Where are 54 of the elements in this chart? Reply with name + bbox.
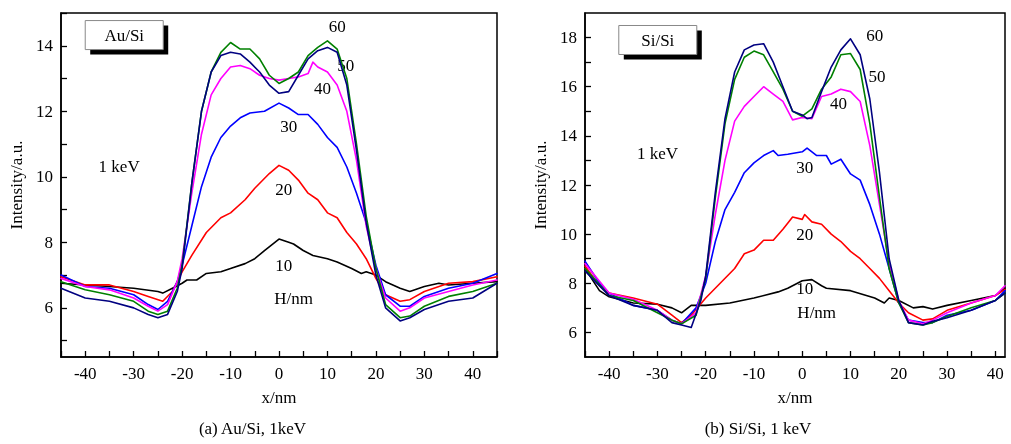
x-tick-label: -40 (597, 364, 621, 383)
x-tick-label: 20 (890, 364, 908, 383)
x-tick-label: 10 (842, 364, 860, 383)
y-tick-label: 12 (36, 101, 53, 121)
series-label: 10 (275, 255, 293, 275)
x-tick-label: -20 (170, 364, 194, 383)
y-tick-label: 14 (36, 36, 54, 56)
y-tick-label: 14 (560, 126, 578, 146)
x-tick-label: -10 (742, 364, 766, 383)
x-tick-label: 0 (797, 364, 807, 383)
text: (b) Si/Si, 1 keV (704, 419, 813, 438)
annotation: 1 keV (98, 157, 141, 177)
y-tick-label: 6 (44, 298, 53, 318)
series-label: 40 (829, 94, 847, 114)
x-tick-label: -20 (694, 364, 718, 383)
annotation: Si/Si (641, 30, 675, 50)
series-label: 20 (796, 224, 814, 244)
annotation: 1 keV (636, 143, 679, 163)
x-tick-label: -10 (219, 364, 242, 383)
y-tick-label: 8 (568, 273, 577, 293)
x-tick-label: 0 (274, 364, 284, 383)
x-tick-label: -30 (122, 364, 145, 383)
x-tick-label: -40 (73, 364, 97, 383)
y-tick-label: 8 (44, 232, 53, 252)
series-label: 30 (796, 158, 814, 178)
y-tick-label: 18 (560, 28, 577, 48)
y-tick-label: 12 (560, 175, 577, 195)
series-label: 60 (866, 25, 884, 45)
line-series (60, 102, 498, 311)
series-label: 60 (328, 16, 346, 36)
series-label: 50 (868, 67, 886, 87)
y-tick-label: 16 (560, 77, 577, 97)
annotation: Au/Si (104, 26, 145, 46)
series-label: 10 (796, 278, 814, 298)
x-axis-title: x/nm (261, 388, 297, 407)
x-tick-label: 20 (367, 364, 385, 383)
x-tick-label: 30 (415, 364, 433, 383)
x-axis-title: x/nm (777, 388, 813, 407)
y-axis-title: Intensity/a.u. (531, 140, 550, 230)
y-tick-label: 10 (560, 224, 577, 244)
x-tick-label: 10 (318, 364, 336, 383)
x-tick-label: 40 (464, 364, 482, 383)
x-tick-label: 30 (938, 364, 956, 383)
series-label: 40 (314, 78, 332, 98)
y-tick-label: 10 (36, 167, 53, 187)
series-label: 30 (280, 116, 298, 136)
legend-title: H/nm (274, 288, 313, 308)
text: (a) Au/Si, 1keV (198, 419, 307, 438)
x-tick-label: 40 (986, 364, 1004, 383)
legend-title: H/nm (797, 303, 837, 323)
y-axis-title: Intensity/a.u. (7, 140, 26, 230)
y-tick-label: 6 (568, 322, 577, 342)
x-tick-label: -30 (646, 364, 669, 383)
series-label: 20 (275, 180, 293, 200)
